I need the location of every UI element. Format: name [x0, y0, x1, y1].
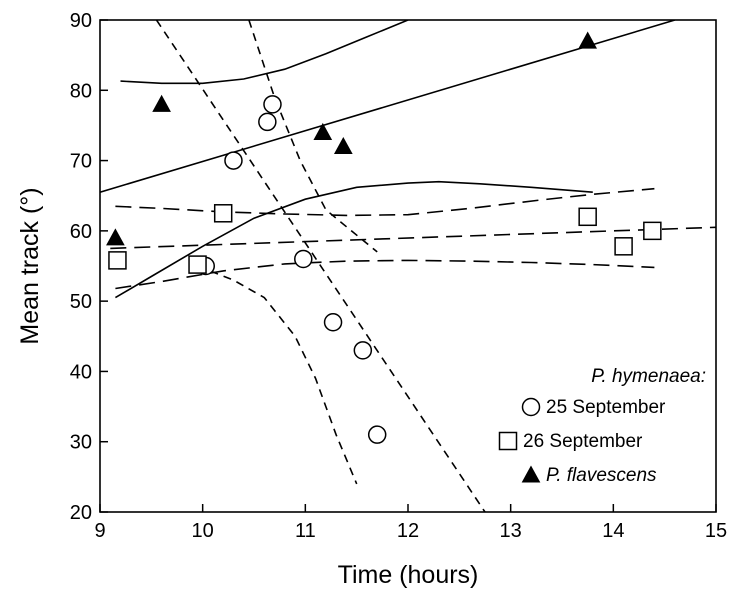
fit-line-regression — [110, 226, 716, 250]
x-tick-label: 15 — [705, 520, 727, 542]
data-point — [224, 151, 243, 170]
data-point — [578, 31, 598, 49]
y-tick-label: 20 — [70, 502, 92, 524]
fit-line-lower-ci — [115, 259, 655, 290]
y-tick-label: 90 — [70, 10, 92, 32]
x-tick-label: 13 — [500, 520, 522, 542]
data-point — [353, 341, 373, 360]
y-tick-label: 70 — [70, 151, 92, 173]
data-point — [108, 251, 127, 270]
y-axis-label: Mean track (°) — [16, 187, 44, 344]
data-point — [213, 204, 233, 223]
fit-lines — [100, 20, 716, 512]
x-tick-label: 9 — [94, 520, 105, 542]
y-tick-label: 50 — [70, 291, 92, 313]
data-point — [106, 228, 125, 246]
legend-entry: 26 September — [498, 431, 643, 452]
data-point — [333, 136, 353, 155]
fit-line-upper-ci — [248, 20, 378, 253]
y-tick-label: 60 — [70, 221, 92, 243]
x-tick-label: 10 — [192, 520, 214, 542]
legend-label: 25 September — [546, 397, 666, 418]
y-tick-label: 30 — [70, 432, 92, 454]
fit-line-lower-ci — [114, 180, 593, 299]
fit-line-regression — [155, 20, 486, 512]
legend-heading: P. hymenaea: — [591, 366, 706, 387]
data-point — [313, 122, 333, 140]
data-point — [614, 237, 633, 256]
fit-line-upper-ci — [120, 20, 409, 85]
data-point — [294, 249, 313, 269]
y-tick-label: 40 — [70, 361, 92, 383]
legend-entry: P. flavescens — [521, 465, 657, 486]
fit-line-upper-ci — [115, 187, 655, 217]
data-point — [152, 94, 171, 112]
legend-label: 26 September — [523, 431, 643, 452]
legend-entry: 25 September — [521, 397, 666, 418]
y-tick-label: 80 — [70, 80, 92, 102]
data-point — [367, 425, 387, 444]
data-point — [643, 221, 662, 241]
data-point — [578, 207, 597, 227]
data-point — [258, 112, 277, 132]
x-tick-label: 12 — [397, 520, 419, 542]
axis-ticks: 9 10 11 12 13 14 15 20 30 40 50 60 70 80 90 — [70, 10, 727, 542]
legend-marker — [521, 465, 541, 483]
data-point — [263, 95, 282, 114]
x-tick-label: 14 — [602, 520, 624, 542]
legend: P. hymenaea: 25 September 26 September P. … — [498, 366, 706, 486]
data-point — [323, 312, 343, 332]
legend-label: P. flavescens — [546, 465, 657, 486]
legend-marker — [498, 431, 518, 451]
legend-marker — [521, 397, 541, 417]
data-point — [188, 255, 207, 274]
data-points — [106, 31, 662, 444]
fit-line-regression — [100, 20, 676, 193]
x-tick-label: 11 — [295, 520, 316, 542]
fit-line-lower-ci — [197, 265, 358, 485]
x-axis-label: Time (hours) — [338, 561, 479, 589]
